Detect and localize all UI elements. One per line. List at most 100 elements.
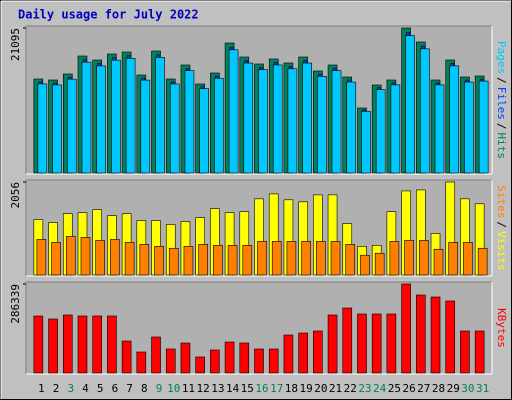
x-tick-label: 11 — [182, 382, 195, 395]
bar — [96, 65, 106, 174]
bar — [195, 356, 205, 374]
bar — [287, 68, 298, 174]
bar — [183, 246, 194, 276]
bar — [374, 252, 385, 276]
bar — [404, 240, 414, 276]
bar — [180, 342, 191, 374]
x-tick-label: 26 — [402, 382, 415, 395]
x-tick-label: 12 — [197, 382, 210, 395]
x-tick-label: 14 — [226, 382, 240, 395]
x-tick-label: 9 — [156, 382, 163, 395]
bar — [213, 245, 223, 276]
x-tick-label: 1 — [38, 382, 45, 395]
x-tick-label: 29 — [447, 382, 460, 395]
bar — [151, 336, 161, 374]
bar — [375, 89, 386, 174]
bar — [420, 48, 430, 174]
bar — [433, 248, 444, 276]
bar — [401, 283, 411, 374]
bar — [434, 84, 445, 174]
axis-label: Pages / Files / Hits — [495, 41, 508, 159]
bar — [66, 78, 77, 174]
x-tick-label: 20 — [314, 382, 327, 395]
legend-entry: Files — [495, 87, 508, 120]
bar — [298, 332, 308, 374]
bar — [254, 348, 264, 374]
separator: / — [495, 77, 508, 84]
bar — [361, 111, 371, 174]
x-tick-label: 6 — [112, 382, 119, 395]
bar — [257, 241, 267, 276]
bar — [228, 49, 239, 174]
bar — [136, 351, 147, 374]
bar — [301, 241, 311, 276]
legend-entry: Sites — [495, 185, 508, 218]
x-tick-label: 28 — [432, 382, 445, 395]
x-tick-label: 23 — [358, 382, 371, 395]
bar — [271, 241, 282, 276]
bar — [48, 318, 58, 374]
bar — [405, 35, 415, 174]
bar — [140, 79, 151, 174]
x-tick-label: 22 — [344, 382, 357, 395]
x-tick-label: 30 — [461, 382, 474, 395]
bar — [419, 240, 429, 276]
bar — [330, 241, 341, 276]
bar — [121, 340, 132, 374]
bar — [214, 77, 224, 174]
bar — [268, 348, 279, 374]
bar — [449, 65, 460, 174]
y-tick-label: 286339 — [9, 284, 22, 324]
bar — [317, 76, 327, 174]
bar — [464, 81, 474, 174]
x-tick-label: 10 — [167, 382, 180, 395]
x-tick-label: 25 — [388, 382, 401, 395]
bar — [52, 84, 62, 174]
bar — [283, 334, 294, 374]
bar — [33, 315, 44, 374]
bar — [227, 245, 238, 276]
bar — [242, 245, 253, 276]
bar — [313, 330, 323, 374]
bar — [154, 246, 164, 276]
x-tick-label: 8 — [141, 382, 148, 395]
x-tick-label: 15 — [241, 382, 254, 395]
bar — [65, 236, 76, 276]
chart-title: Daily usage for July 2022 — [18, 8, 199, 22]
y-tick-label: 2056 — [9, 182, 22, 209]
bar — [92, 315, 102, 374]
bar — [302, 62, 312, 174]
bar — [139, 244, 150, 276]
bar — [448, 242, 459, 276]
bar — [346, 81, 357, 174]
x-tick-label: 13 — [211, 382, 224, 395]
bar — [474, 330, 485, 374]
bar — [460, 330, 470, 374]
bar — [169, 83, 180, 174]
bar — [463, 242, 473, 276]
legend-entry: Pages — [495, 41, 508, 74]
bar — [125, 58, 136, 174]
bar — [327, 314, 338, 374]
legend-entry: KBytes — [495, 308, 508, 348]
x-tick-label: 21 — [329, 382, 342, 395]
bar — [258, 69, 268, 174]
legend-entry: Hits — [495, 133, 508, 160]
x-tick-label: 7 — [126, 382, 133, 395]
x-tick-label: 3 — [67, 382, 74, 395]
x-tick-label: 17 — [270, 382, 283, 395]
bar — [111, 59, 121, 174]
bar — [445, 300, 456, 374]
bar — [168, 247, 179, 276]
bar — [331, 70, 342, 174]
bar — [198, 244, 208, 276]
bar — [107, 315, 117, 374]
bar — [316, 241, 326, 276]
bar — [224, 341, 235, 374]
bar — [37, 83, 48, 174]
bar — [124, 242, 135, 276]
y-tick-label: 21095 — [9, 28, 22, 61]
x-tick-label: 2 — [53, 382, 60, 395]
x-tick-label: 5 — [97, 382, 104, 395]
